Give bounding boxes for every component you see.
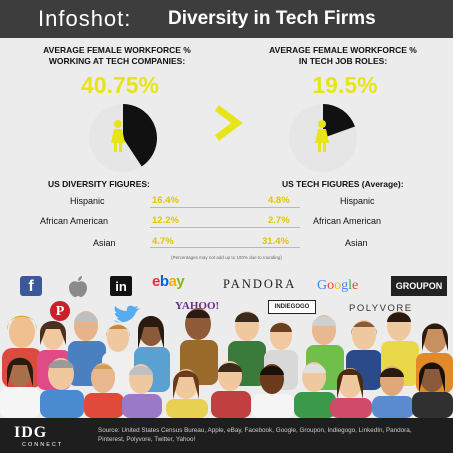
indiegogo-logo: INDIEGOGO: [268, 300, 316, 314]
right-stat-label-line1: AVERAGE FEMALE WORKFORCE %: [269, 45, 417, 55]
person: [294, 362, 336, 418]
page-title: Diversity in Tech Firms: [168, 8, 376, 29]
right-stat-label-line2: IN TECH JOB ROLES:: [298, 56, 388, 66]
crowd-of-people-image: [0, 308, 453, 418]
right-stat-label: AVERAGE FEMALE WORKFORCE % IN TECH JOB R…: [248, 45, 438, 67]
row-label-right: Asian: [345, 238, 368, 248]
groupon-logo: GROUPON: [391, 276, 447, 296]
person: [306, 315, 344, 390]
pinterest-logo: P: [50, 301, 70, 321]
left-stat-label-line1: AVERAGE FEMALE WORKFORCE %: [43, 45, 191, 55]
right-pie-chart: [288, 103, 358, 173]
person: [0, 357, 40, 418]
person: [211, 361, 251, 418]
us-tech-title: US TECH FIGURES (Average):: [282, 179, 404, 189]
row-label-left: Asian: [93, 238, 116, 248]
row-divider: [150, 247, 300, 248]
female-figure-icon: [111, 120, 125, 152]
female-figure-icon: [315, 120, 329, 152]
person: [166, 369, 208, 418]
us-value: 4.7%: [152, 236, 174, 247]
row-divider: [150, 207, 300, 208]
row-label-left: African American: [40, 216, 109, 226]
pie-female-slice: [123, 104, 158, 167]
person: [412, 362, 453, 418]
left-stat-label: AVERAGE FEMALE WORKFORCE % WORKING AT TE…: [22, 45, 212, 67]
left-stat-value: 40.75%: [80, 72, 159, 98]
idg-logo: IDG: [14, 424, 48, 441]
row-label-right: Hispanic: [340, 196, 375, 206]
footer-bar: IDG CONNECT Source: United States Census…: [0, 418, 453, 453]
brand-title: Infoshot:: [38, 6, 132, 31]
row-label-left: Hispanic: [70, 196, 105, 206]
source-text: Source: United States Census Bureau, App…: [98, 427, 412, 443]
person: [84, 363, 124, 418]
polyvore-logo: POLYVORE: [349, 303, 413, 314]
person: [40, 358, 84, 418]
pie-female-slice: [323, 104, 355, 138]
chevron-right-icon: [214, 105, 243, 141]
left-pie-chart: [88, 103, 158, 173]
header-bar: Infoshot: Diversity in Tech Firms: [0, 0, 453, 38]
row-divider: [150, 227, 300, 228]
tech-value: 4.8%: [268, 195, 290, 206]
person: [134, 316, 170, 392]
person: [252, 364, 294, 418]
linkedin-logo: in: [110, 276, 132, 296]
person: [372, 366, 414, 418]
us-diversity-title: US DIVERSITY FIGURES:: [48, 179, 150, 189]
tech-value: 2.7%: [268, 215, 290, 226]
person: [122, 364, 162, 418]
google-logo: Google: [317, 278, 359, 293]
idg-connect-label: CONNECT: [22, 442, 64, 448]
pandora-logo: PANDORA: [223, 277, 297, 291]
right-stat-value: 19.5%: [312, 72, 378, 98]
left-stat-label-line2: WORKING AT TECH COMPANIES:: [48, 56, 186, 66]
twitter-bird-icon: [114, 305, 140, 323]
apple-logo-icon: [69, 276, 87, 297]
yahoo-logo: YAHOO!: [175, 300, 220, 312]
row-label-right: African American: [313, 216, 382, 226]
us-value: 16.4%: [152, 195, 179, 206]
facebook-logo: f: [20, 276, 42, 296]
rounding-note: (Percentages may not add up to 100% due …: [171, 255, 282, 260]
person: [330, 368, 372, 418]
tech-value: 31.4%: [262, 236, 289, 247]
ebay-logo: ebay: [152, 273, 185, 290]
us-value: 12.2%: [152, 215, 179, 226]
